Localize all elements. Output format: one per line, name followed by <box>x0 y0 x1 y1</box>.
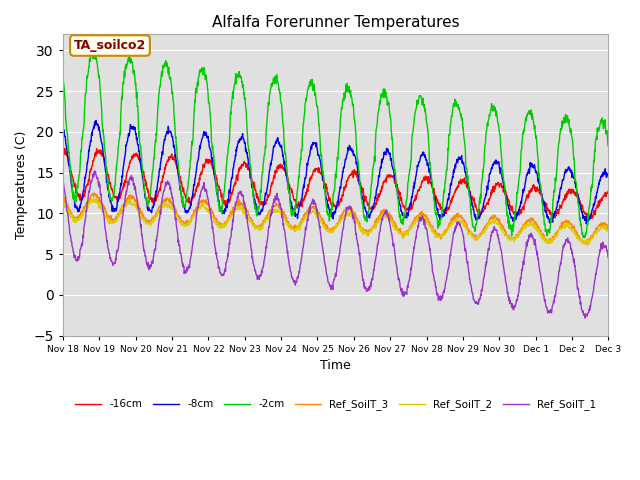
-2cm <box>492 107 500 113</box>
Line: Ref_SoilT_2: Ref_SoilT_2 <box>63 198 608 244</box>
Legend: -16cm, -8cm, -2cm, Ref_SoilT_3, Ref_SoilT_2, Ref_SoilT_1: -16cm, -8cm, -2cm, Ref_SoilT_3, Ref_Soil… <box>71 395 600 414</box>
Ref_SoilT_2 <box>580 241 588 247</box>
-8cm <box>420 152 428 158</box>
Ref_SoilT_1 <box>168 191 175 197</box>
Y-axis label: Temperatures (C): Temperatures (C) <box>15 131 28 239</box>
-8cm <box>180 205 188 211</box>
Ref_SoilT_1 <box>59 179 67 184</box>
-2cm <box>168 80 175 86</box>
Ref_SoilT_3 <box>90 191 97 196</box>
-8cm <box>492 157 500 163</box>
-16cm <box>180 191 188 197</box>
Ref_SoilT_2 <box>492 219 500 225</box>
Ref_SoilT_2 <box>90 195 97 201</box>
Ref_SoilT_2 <box>180 223 188 228</box>
X-axis label: Time: Time <box>320 359 351 372</box>
-8cm <box>59 128 67 134</box>
-8cm <box>242 149 250 155</box>
Line: -16cm: -16cm <box>63 144 608 220</box>
Ref_SoilT_2 <box>59 199 67 205</box>
Ref_SoilT_3 <box>420 212 428 217</box>
Ref_SoilT_3 <box>168 201 175 207</box>
-2cm <box>59 69 67 75</box>
Ref_SoilT_2 <box>420 214 428 219</box>
-16cm <box>59 142 67 147</box>
Ref_SoilT_3 <box>604 225 612 230</box>
-16cm <box>167 154 175 160</box>
Ref_SoilT_2 <box>540 235 548 241</box>
-2cm <box>540 213 548 218</box>
Ref_SoilT_1 <box>180 268 188 274</box>
Line: Ref_SoilT_3: Ref_SoilT_3 <box>63 193 608 244</box>
-8cm <box>92 118 100 123</box>
Ref_SoilT_1 <box>242 208 250 214</box>
-2cm <box>604 143 612 149</box>
-2cm <box>420 106 428 111</box>
Ref_SoilT_2 <box>242 212 250 218</box>
-8cm <box>168 131 175 136</box>
-8cm <box>540 203 548 208</box>
Ref_SoilT_1 <box>604 255 612 261</box>
-2cm <box>580 235 588 240</box>
-16cm <box>540 200 547 205</box>
-16cm <box>492 183 499 189</box>
-16cm <box>604 189 612 194</box>
Ref_SoilT_1 <box>91 168 99 174</box>
Ref_SoilT_1 <box>492 227 500 233</box>
-16cm <box>585 217 593 223</box>
-2cm <box>180 202 188 208</box>
Ref_SoilT_3 <box>59 195 67 201</box>
Title: Alfalfa Forerunner Temperatures: Alfalfa Forerunner Temperatures <box>212 15 460 30</box>
Line: -2cm: -2cm <box>63 52 608 238</box>
-16cm <box>241 161 249 167</box>
Ref_SoilT_3 <box>242 209 250 215</box>
-16cm <box>420 177 428 183</box>
Ref_SoilT_1 <box>420 217 428 223</box>
Text: TA_soilco2: TA_soilco2 <box>74 39 146 52</box>
Ref_SoilT_1 <box>540 292 548 298</box>
Ref_SoilT_2 <box>604 227 612 233</box>
-8cm <box>582 221 590 227</box>
-2cm <box>242 105 250 110</box>
Line: Ref_SoilT_1: Ref_SoilT_1 <box>63 171 608 318</box>
Ref_SoilT_3 <box>540 232 548 238</box>
Ref_SoilT_1 <box>581 315 589 321</box>
Line: -8cm: -8cm <box>63 120 608 224</box>
Ref_SoilT_3 <box>180 221 188 227</box>
-8cm <box>604 174 612 180</box>
Ref_SoilT_3 <box>492 214 500 220</box>
Ref_SoilT_2 <box>168 204 175 209</box>
-2cm <box>90 49 97 55</box>
Ref_SoilT_3 <box>584 241 591 247</box>
